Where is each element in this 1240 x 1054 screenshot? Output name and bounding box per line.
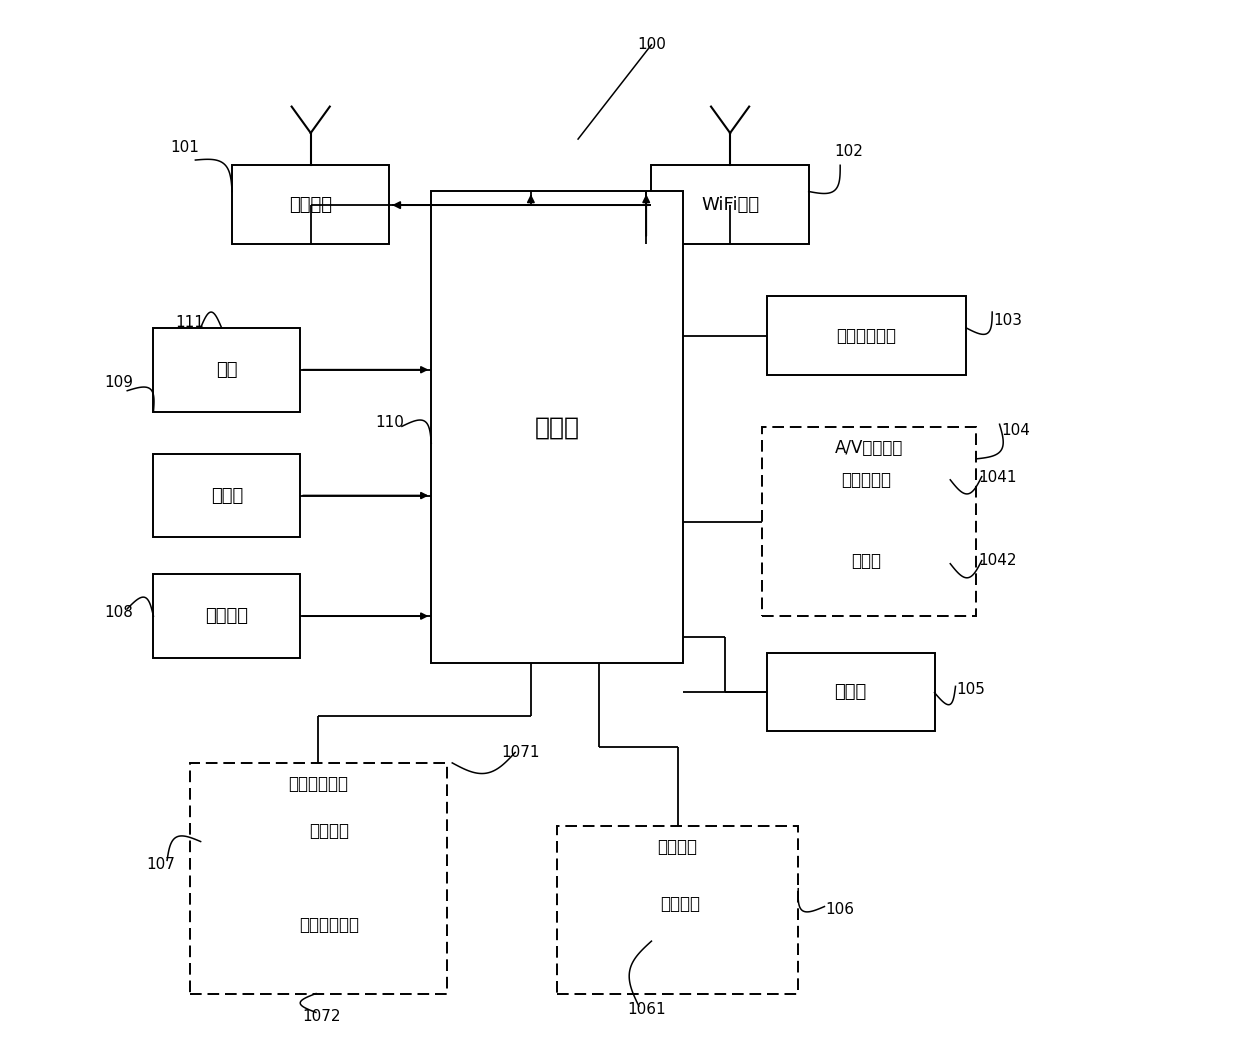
Text: 射频单元: 射频单元: [289, 196, 332, 214]
Text: 麦克风: 麦克风: [852, 552, 882, 570]
Bar: [190, 763, 446, 994]
Text: 处理器: 处理器: [534, 415, 579, 440]
Text: 106: 106: [826, 902, 854, 917]
Text: 用户输入单元: 用户输入单元: [289, 775, 348, 793]
Text: 109: 109: [104, 375, 134, 390]
Bar: [557, 825, 799, 994]
Bar: [154, 453, 300, 538]
Bar: [154, 574, 300, 658]
Text: 音频输出单元: 音频输出单元: [837, 327, 897, 345]
Text: WiFi模块: WiFi模块: [701, 196, 759, 214]
Bar: [432, 192, 683, 663]
Text: 102: 102: [835, 144, 863, 159]
Text: 110: 110: [374, 414, 404, 430]
Text: 1042: 1042: [978, 553, 1017, 568]
Bar: [761, 428, 976, 617]
Text: 111: 111: [176, 315, 205, 330]
Text: 显示单元: 显示单元: [657, 838, 698, 856]
Text: 103: 103: [993, 313, 1023, 328]
Text: 电源: 电源: [216, 360, 238, 378]
Text: 接口单元: 接口单元: [206, 607, 248, 625]
Text: 其他输入设备: 其他输入设备: [299, 916, 360, 935]
Text: 1061: 1061: [627, 1001, 666, 1017]
Text: 101: 101: [170, 140, 200, 155]
Bar: [248, 889, 410, 962]
Text: 104: 104: [1001, 423, 1029, 438]
Bar: [599, 867, 761, 941]
Text: A/V输入单元: A/V输入单元: [835, 440, 903, 457]
Text: 1041: 1041: [978, 470, 1017, 485]
Text: 107: 107: [146, 857, 175, 872]
Bar: [232, 165, 389, 243]
Text: 触控面板: 触控面板: [309, 822, 348, 840]
Bar: [766, 652, 935, 731]
Text: 105: 105: [957, 682, 986, 697]
Text: 100: 100: [637, 37, 666, 53]
Text: 传感器: 传感器: [835, 683, 867, 701]
Bar: [782, 443, 950, 516]
Bar: [651, 165, 808, 243]
Bar: [154, 328, 300, 412]
Text: 108: 108: [104, 605, 133, 621]
Text: 1071: 1071: [501, 745, 539, 760]
Bar: [248, 795, 410, 867]
Text: 图形处理器: 图形处理器: [842, 471, 892, 489]
Text: 显示面板: 显示面板: [660, 896, 701, 914]
Bar: [782, 527, 950, 596]
Text: 1072: 1072: [303, 1009, 341, 1024]
Text: 存储器: 存储器: [211, 487, 243, 505]
Bar: [766, 296, 966, 375]
